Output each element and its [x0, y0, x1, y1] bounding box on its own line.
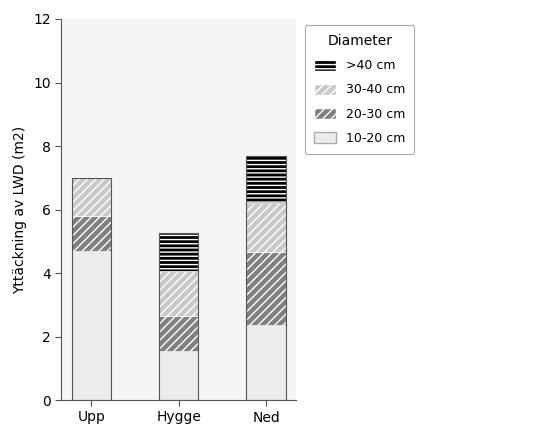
- Bar: [246, 252, 285, 325]
- Bar: [159, 316, 198, 351]
- Bar: [159, 351, 198, 400]
- Bar: [246, 203, 285, 252]
- Bar: [159, 272, 198, 316]
- Bar: [246, 155, 285, 400]
- Bar: [72, 216, 111, 251]
- Bar: [159, 233, 198, 400]
- Bar: [72, 178, 111, 400]
- Legend: >40 cm, 30-40 cm, 20-30 cm, 10-20 cm: >40 cm, 30-40 cm, 20-30 cm, 10-20 cm: [305, 25, 414, 154]
- Y-axis label: Yttäckning av LWD (m2): Yttäckning av LWD (m2): [14, 125, 28, 293]
- Bar: [72, 178, 111, 216]
- Bar: [246, 325, 285, 400]
- Bar: [246, 155, 285, 203]
- Bar: [159, 233, 198, 272]
- Bar: [72, 251, 111, 400]
